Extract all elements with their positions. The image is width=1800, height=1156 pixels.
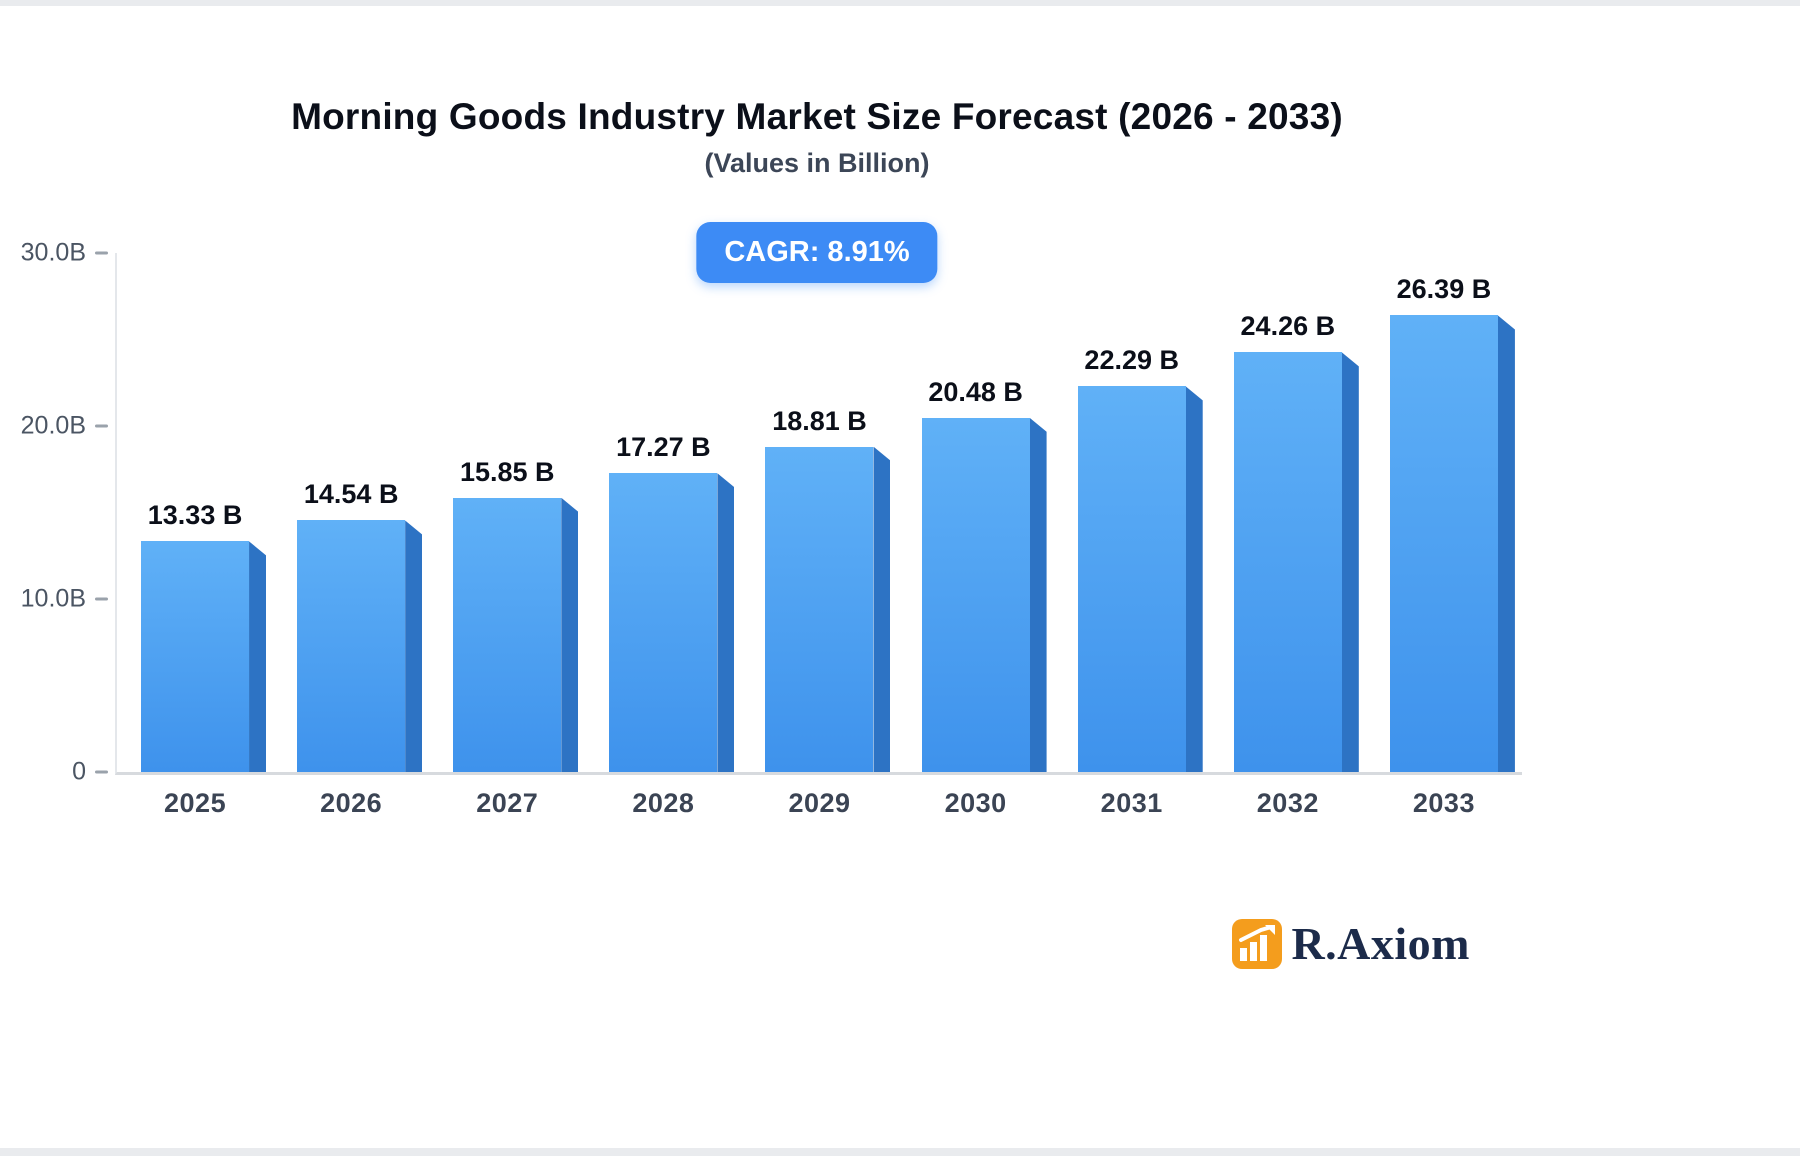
x-tick-label: 2025 [164,788,227,818]
bar-side [1029,417,1047,772]
bar-side [717,473,735,772]
bar [921,417,1047,772]
bar-value-label: 15.85 B [459,456,555,487]
bar [141,541,267,772]
bar-face [453,497,562,772]
y-tick-mark [95,770,108,774]
y-tick-label: 0 [72,757,86,786]
brand-logo: R.Axiom [1231,917,1470,970]
bar-side [1185,386,1203,772]
bar [1389,315,1515,772]
bar-face [609,473,718,772]
bars-area: 13.33 B 14.54 B 15.85 B 17.27 B 18.81 B 20.48… [117,253,1522,772]
chart-subtitle: (Values in Billion) [704,148,930,178]
y-tick: 10.0B [21,585,108,614]
bar-side [1497,315,1515,772]
y-tick: 30.0B [21,239,108,268]
bar-value-label: 17.27 B [616,432,711,463]
bar-group: 14.54 B [273,253,429,772]
plot-area [115,253,1522,775]
bar-value-label: 24.26 B [1240,311,1336,342]
bar-side [405,520,423,772]
chart-title: Morning Goods Industry Market Size Forec… [291,96,1343,137]
bar-value-label: 26.39 B [1396,274,1492,305]
bar [1233,352,1359,772]
bar-group: 26.39 B [1366,253,1522,772]
x-tick-label: 2029 [788,788,851,818]
y-tick-label: 30.0B [20,238,86,267]
bar [609,473,735,772]
y-tick-mark [95,597,108,601]
bar-group: 20.48 B [898,253,1054,772]
bar-side [1341,352,1359,772]
bar-group: 13.33 B [117,253,273,772]
x-axis: 2025 2026 2027 2028 2029 2030 2031 2032 2033 [117,788,1522,819]
bar-side [561,497,579,772]
x-tick-label: 2026 [320,788,383,818]
bar-face [141,541,250,772]
y-tick: 0 [72,758,108,787]
bar-value-label: 14.54 B [303,479,399,510]
bar-group: 24.26 B [1210,253,1366,772]
bar-value-label: 13.33 B [147,500,243,531]
x-tick-label: 2033 [1412,788,1475,818]
bar-face [1077,386,1186,772]
bar-value-label: 20.48 B [928,376,1023,407]
bar-face [1389,315,1498,772]
cagr-badge: CAGR: 8.91% [696,222,938,283]
bar-face [921,417,1030,772]
bar-chart-icon [1231,918,1283,970]
bar-face [297,520,406,772]
logo-text: R.Axiom [1291,918,1470,969]
bottom-border [0,1148,1800,1156]
bar-group: 22.29 B [1054,253,1210,772]
x-tick-label: 2027 [476,788,539,818]
y-tick-label: 10.0B [20,584,86,613]
bar-group: 17.27 B [585,253,741,772]
bar-group: 18.81 B [741,253,897,772]
y-axis: 0 10.0B 20.0B 30.0B [0,239,108,786]
bar-side [249,541,267,772]
bar-group: 15.85 B [429,253,585,772]
bar-face [765,446,874,772]
y-tick: 20.0B [21,412,108,441]
x-tick-label: 2030 [944,788,1007,818]
y-tick-mark [95,251,108,255]
x-tick-label: 2032 [1256,788,1319,818]
bar-side [873,446,891,772]
top-border [0,0,1800,6]
bar [297,520,423,772]
bar [765,446,891,772]
y-tick-mark [95,424,108,428]
bar-value-label: 18.81 B [772,405,867,436]
bar-value-label: 22.29 B [1084,345,1179,376]
x-tick-label: 2031 [1100,788,1163,818]
bar-face [1233,352,1342,772]
bar [453,497,579,772]
bar [1077,386,1203,772]
y-tick-label: 20.0B [20,411,86,440]
x-tick-label: 2028 [632,788,695,818]
